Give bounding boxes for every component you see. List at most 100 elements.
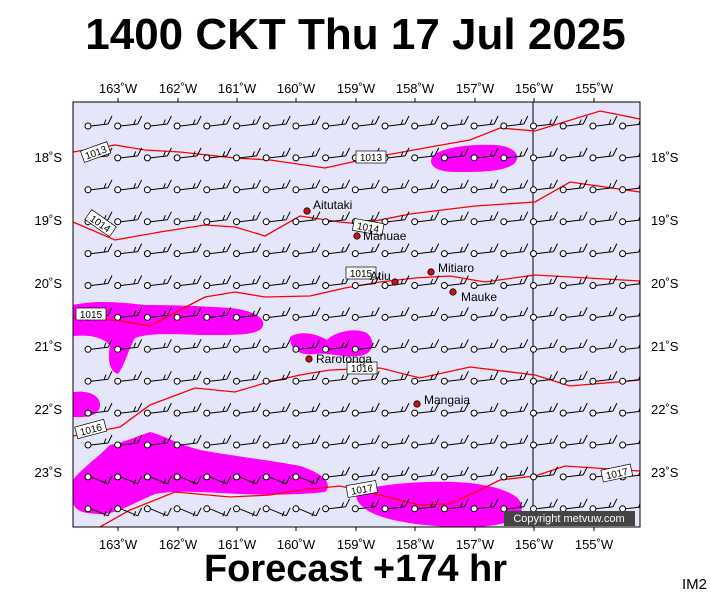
wind-station: [84, 505, 92, 513]
wind-station: [173, 313, 181, 321]
wind-station: [470, 377, 478, 385]
wind-barb: [477, 275, 499, 286]
wind-barb: [566, 179, 588, 191]
wind-station: [381, 250, 389, 258]
wind-station: [411, 345, 419, 353]
wind-station: [470, 186, 478, 194]
wind-station: [440, 154, 448, 162]
wind-station: [114, 218, 122, 226]
wind-station: [351, 313, 359, 321]
place-label: Mauke: [461, 290, 497, 304]
wind-station: [203, 409, 211, 417]
wind-barb: [536, 370, 558, 382]
wind-barb: [150, 339, 172, 350]
wind-barb: [180, 307, 202, 318]
wind-station: [203, 345, 211, 353]
wind-station: [589, 186, 597, 194]
place-label: Atiu: [370, 269, 391, 283]
wind-barb: [150, 475, 172, 485]
wind-station: [143, 218, 151, 226]
wind-barb: [447, 466, 469, 478]
wind-station: [322, 122, 330, 130]
wind-barb: [120, 339, 143, 350]
lat-labels-right: 18˚S 19˚S 20˚S 21˚S 22˚S 23˚S: [651, 150, 679, 480]
wind-station: [500, 250, 508, 258]
wind-barb: [417, 179, 440, 191]
wind-station: [470, 505, 478, 513]
wind-barb: [447, 179, 469, 191]
wind-station: [84, 122, 92, 130]
wind-barb: [239, 434, 261, 446]
wind-station: [530, 218, 537, 226]
wind-station: [203, 122, 211, 130]
wind-barb: [180, 275, 202, 286]
wind-station: [500, 377, 508, 385]
lon-label: 162˚W: [159, 537, 198, 552]
wind-barb: [180, 434, 202, 446]
wind-barb: [150, 434, 172, 446]
wind-barb: [566, 115, 588, 127]
lon-label: 158˚W: [396, 81, 435, 96]
wind-station: [173, 122, 181, 130]
wind-barb: [328, 402, 351, 414]
isobar-label: 1017: [605, 467, 629, 482]
wind-barb: [595, 147, 618, 159]
wind-barb: [358, 307, 380, 318]
wind-station: [262, 409, 270, 417]
wind-station: [500, 218, 508, 226]
wind-station: [381, 409, 389, 417]
wind-station: [381, 122, 389, 130]
wind-barb: [269, 275, 291, 286]
wind-station: [173, 345, 181, 353]
wind-station: [470, 282, 478, 289]
wind-barb: [150, 370, 172, 382]
wind-barb: [90, 243, 113, 255]
lon-label: 159˚W: [337, 81, 376, 96]
wind-barb: [209, 275, 232, 286]
wind-station: [440, 473, 448, 481]
wind-barb: [506, 243, 529, 255]
wind-barb: [477, 498, 499, 510]
lon-label: 161˚W: [218, 81, 257, 96]
wind-station: [173, 377, 181, 385]
wind-barb: [269, 507, 291, 517]
wind-station: [233, 441, 240, 449]
wind-barb: [298, 370, 321, 382]
wind-station: [114, 505, 122, 513]
wind-barb: [595, 211, 618, 223]
wind-station: [84, 441, 92, 449]
lon-label: 160˚W: [277, 81, 316, 96]
lat-label: 20˚S: [651, 276, 679, 291]
wind-barb: [387, 115, 410, 127]
wind-station: [381, 377, 389, 385]
wind-station: [322, 441, 330, 449]
wind-station: [559, 218, 567, 226]
wind-barb: [506, 339, 529, 350]
wind-station: [322, 250, 330, 258]
wind-barb: [595, 307, 618, 318]
wind-barb: [566, 498, 588, 510]
wind-station: [292, 313, 300, 321]
lat-label: 23˚S: [35, 465, 63, 480]
wind-barb: [447, 498, 469, 510]
wind-station: [292, 122, 300, 130]
wind-barb: [209, 370, 232, 382]
wind-barb: [358, 179, 380, 191]
wind-station: [619, 282, 627, 289]
lon-label: 162˚W: [159, 81, 198, 96]
wind-station: [173, 186, 181, 194]
forecast-subtitle: Forecast +174 hr: [203, 548, 508, 590]
wind-barb: [269, 307, 291, 318]
wind-barb: [120, 179, 143, 191]
lat-label: 18˚S: [651, 150, 679, 165]
wind-station: [233, 122, 240, 130]
lat-labels-left: 18˚S 19˚S 20˚S 21˚S 22˚S 23˚S: [35, 150, 63, 480]
wind-barb: [595, 339, 618, 350]
wind-barb: [120, 211, 143, 223]
wind-barb: [536, 498, 558, 510]
wind-barb: [447, 402, 469, 414]
wind-station: [143, 473, 151, 481]
wind-barb: [387, 179, 410, 191]
wind-barb: [328, 243, 351, 255]
forecast-title: 1400 CKT Thu 17 Jul 2025: [85, 10, 626, 59]
